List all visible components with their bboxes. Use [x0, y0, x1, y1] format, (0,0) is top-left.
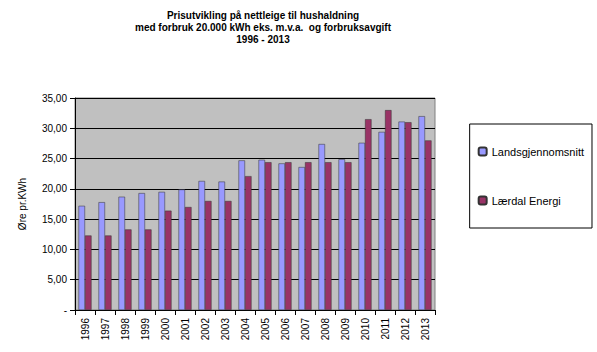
svg-text:2002: 2002	[200, 318, 211, 341]
svg-text:2004: 2004	[240, 318, 251, 341]
svg-text:2012: 2012	[400, 318, 411, 341]
svg-text:10,00: 10,00	[42, 244, 67, 255]
svg-text:25,00: 25,00	[42, 153, 67, 164]
svg-text:1997: 1997	[100, 318, 111, 341]
svg-text:2001: 2001	[180, 318, 191, 341]
svg-text:2006: 2006	[280, 318, 291, 341]
svg-text:2011: 2011	[380, 318, 391, 340]
svg-text:Landsgjennomsnitt: Landsgjennomsnitt	[492, 146, 584, 158]
svg-text:1998: 1998	[120, 318, 131, 341]
svg-text:5,00: 5,00	[48, 274, 68, 285]
svg-text:2005: 2005	[260, 318, 271, 341]
svg-text:Lærdal Energi: Lærdal Energi	[492, 195, 561, 207]
svg-text:2013: 2013	[420, 318, 431, 341]
svg-text:2007: 2007	[300, 318, 311, 341]
svg-text:Øre pr.KWh: Øre pr.KWh	[17, 178, 28, 230]
svg-text:-: -	[64, 305, 67, 316]
svg-text:1996 - 2013: 1996 - 2013	[236, 34, 290, 45]
svg-text:20,00: 20,00	[42, 183, 67, 194]
svg-text:2008: 2008	[320, 318, 331, 341]
svg-text:1999: 1999	[140, 318, 151, 341]
svg-text:Prisutvikling på nettleige til: Prisutvikling på nettleige til hushaldni…	[167, 10, 359, 21]
svg-text:med forbruk 20.000 kWh eks. m.: med forbruk 20.000 kWh eks. m.v.a. og fo…	[135, 22, 392, 33]
svg-text:2010: 2010	[360, 318, 371, 341]
svg-text:1996: 1996	[80, 318, 91, 341]
svg-text:30,00: 30,00	[42, 123, 67, 134]
svg-text:35,00: 35,00	[42, 93, 67, 104]
svg-text:2000: 2000	[160, 318, 171, 341]
svg-text:2003: 2003	[220, 318, 231, 341]
svg-text:15,00: 15,00	[42, 214, 67, 225]
svg-text:2009: 2009	[340, 318, 351, 341]
